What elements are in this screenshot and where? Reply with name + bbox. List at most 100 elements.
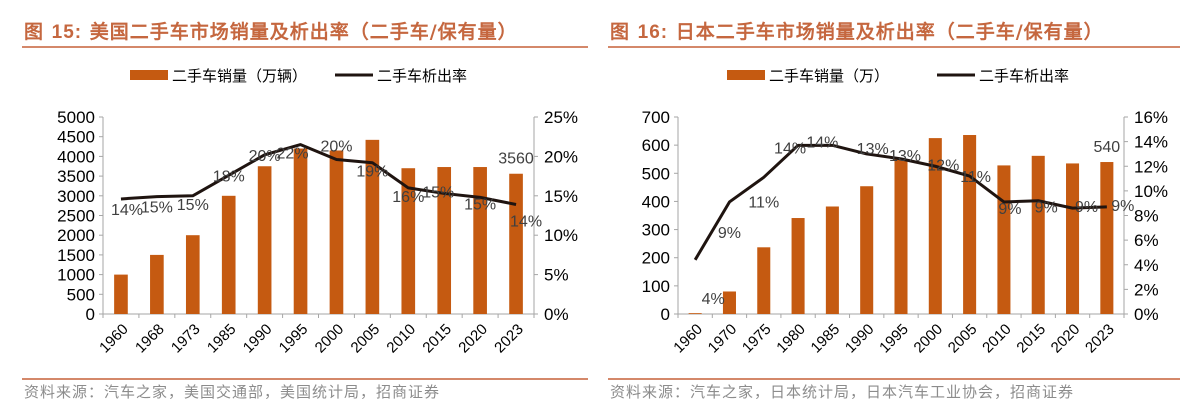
left-tick-label: 100	[642, 277, 670, 296]
figure-15-chart: 二手车销量（万辆） 二手车析出率0500100015002000250030003…	[57, 68, 578, 357]
bar-2015	[437, 167, 452, 314]
bar-1970	[722, 291, 736, 314]
rate-data-label: 9%	[718, 225, 741, 242]
left-tick-label: 500	[67, 285, 95, 304]
bar-1973	[185, 235, 200, 314]
figure-16-title: 图 16: 日本二手车市场销量及析出率（二手车/保有量）	[610, 17, 1104, 44]
rate-data-label: 15%	[464, 196, 496, 213]
figure-15-source-rule	[22, 378, 588, 380]
x-tick-label: 1960	[670, 321, 706, 357]
figure-16-title-prefix: 图	[610, 21, 638, 43]
x-tick-label: 1968	[132, 321, 168, 357]
left-tick-label: 2000	[57, 226, 95, 245]
rate-data-label: 22%	[277, 146, 309, 163]
figure-15-title-number: 15:	[51, 22, 83, 43]
left-tick-label: 500	[642, 164, 670, 183]
rate-data-label: 12%	[927, 157, 959, 174]
left-tick-label: 600	[642, 136, 670, 155]
rate-data-label: 9%	[1075, 199, 1098, 216]
x-tick-label: 2015	[1013, 321, 1049, 357]
x-tick-label: 1995	[276, 321, 312, 357]
x-tick-label: 2023	[1082, 321, 1118, 357]
x-tick-label: 2020	[1048, 321, 1084, 357]
bar-1985	[825, 206, 839, 314]
right-tick-label: 5%	[544, 266, 569, 285]
bar-1980	[791, 218, 805, 314]
right-tick-label: 14%	[1134, 133, 1168, 152]
figure-16-source-rule	[608, 378, 1180, 380]
left-tick-label: 3000	[57, 187, 95, 206]
x-tick-label: 1970	[705, 321, 741, 357]
x-tick-label: 2005	[945, 321, 981, 357]
rate-data-label: 14%	[111, 202, 143, 219]
rate-data-label: 11%	[960, 169, 991, 186]
rate-data-label: 15%	[422, 184, 454, 201]
legend-line-label: 二手车析出率	[377, 68, 467, 85]
bar-2010	[401, 168, 416, 314]
rate-data-label: 13%	[889, 148, 921, 165]
bar-2010	[997, 165, 1011, 314]
bar-data-label-last: 3560	[498, 151, 534, 168]
bar-1975	[757, 247, 771, 314]
figure-15-title-prefix: 图	[24, 21, 52, 43]
x-tick-label: 1990	[842, 321, 878, 357]
bar-2015	[1031, 155, 1045, 314]
rate-data-label: 20%	[320, 139, 352, 156]
legend-bar-label: 二手车销量（万）	[769, 68, 889, 85]
figure-15-panel: 图 15: 美国二手车市场销量及析出率（二手车/保有量） 二手车销量（万辆） 二手…	[22, 17, 588, 401]
rate-data-label: 9%	[1035, 200, 1058, 217]
bar-1960	[688, 313, 702, 314]
x-tick-label: 2010	[979, 321, 1015, 357]
bar-1985	[221, 195, 236, 314]
left-tick-label: 1000	[57, 266, 95, 285]
right-tick-label: 0%	[1134, 305, 1159, 324]
figure-16-title-text: 日本二手车市场销量及析出率（二手车/保有量）	[668, 21, 1104, 43]
rate-data-label: 15%	[177, 197, 209, 214]
rate-data-label: 14%	[774, 140, 806, 157]
right-tick-label: 10%	[1134, 182, 1168, 201]
right-tick-label: 2%	[1134, 280, 1159, 299]
x-tick-label: 2023	[491, 321, 527, 357]
right-tick-label: 0%	[544, 305, 569, 324]
bar-2005	[963, 135, 977, 314]
bar-2023	[1100, 162, 1114, 314]
bar-1995	[894, 159, 908, 314]
bar-1995	[293, 148, 308, 314]
x-tick-label: 1995	[876, 321, 912, 357]
legend-line-label: 二手车析出率	[979, 68, 1069, 85]
left-tick-label: 5000	[57, 108, 95, 127]
right-tick-label: 6%	[1134, 231, 1159, 250]
x-tick-label: 1975	[739, 321, 775, 357]
figure-15-source: 资料来源：汽车之家，美国交通部，美国统计局，招商证券	[24, 383, 441, 401]
x-tick-label: 2005	[348, 321, 384, 357]
left-tick-label: 4500	[57, 128, 95, 147]
left-tick-label: 2500	[57, 207, 95, 226]
rate-data-label: 13%	[857, 141, 889, 158]
figure-15-title-text: 美国二手车市场销量及析出率（二手车/保有量）	[82, 21, 518, 43]
left-tick-label: 4000	[57, 147, 95, 166]
bar-2020	[1066, 163, 1080, 314]
bar-1960	[114, 274, 128, 314]
figure-16-chart: 二手车销量（万） 二手车析出率 0 100 200 300 400 500 600 700 0% 2%…	[642, 68, 1168, 357]
x-tick-label: 1985	[204, 321, 240, 357]
bar-2020	[473, 167, 487, 314]
figure-16-panel: 图 16: 日本二手车市场销量及析出率（二手车/保有量） 二手车销量（万） 二手车…	[600, 0, 1200, 419]
rate-line	[120, 143, 517, 206]
rate-data-label: 19%	[356, 164, 388, 181]
bar-2005	[365, 139, 380, 314]
left-tick-label: 0	[661, 305, 670, 324]
left-tick-label: 200	[642, 249, 670, 268]
left-tick-label: 700	[642, 108, 670, 127]
left-tick-label: 1500	[57, 246, 95, 265]
bar-2000	[928, 138, 942, 314]
x-tick-label: 2000	[911, 321, 947, 357]
bar-1968	[150, 254, 164, 314]
x-tick-label: 2015	[419, 321, 455, 357]
right-tick-label: 20%	[544, 147, 578, 166]
left-tick-label: 400	[642, 192, 670, 211]
left-tick-label: 300	[642, 221, 670, 240]
legend-bar-swatch	[130, 70, 168, 80]
x-tick-label: 1960	[96, 321, 132, 357]
rate-data-label: 4%	[702, 291, 725, 308]
figure-15-title: 图 15: 美国二手车市场销量及析出率（二手车/保有量）	[24, 17, 518, 44]
